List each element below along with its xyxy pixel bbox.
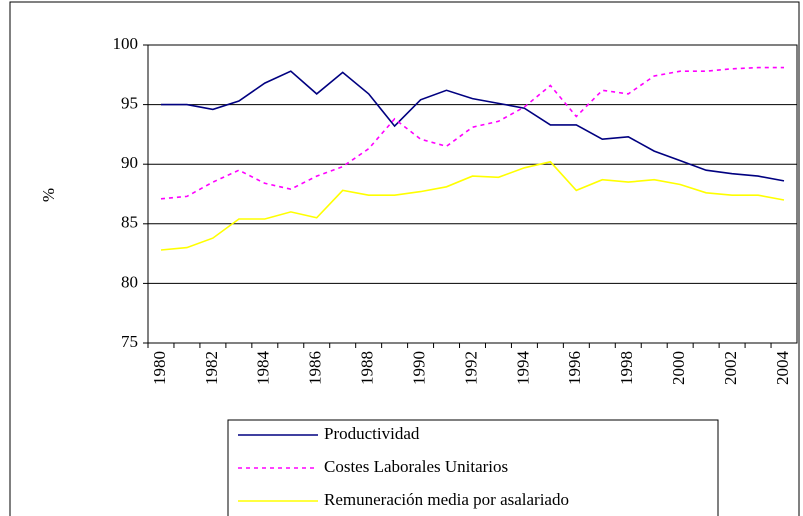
- x-tick-label: 1994: [513, 351, 532, 386]
- legend-box: [227, 419, 719, 516]
- legend-label: Remuneración media por asalariado: [324, 490, 569, 509]
- y-tick-label: 75: [121, 332, 138, 351]
- plot-border: [147, 44, 798, 344]
- x-tick-label: 1988: [358, 351, 377, 385]
- x-tick-label: 1998: [617, 351, 636, 385]
- x-tick-label: 1990: [409, 351, 428, 385]
- x-tick-label: 1980: [150, 351, 169, 385]
- x-tick-label: 1996: [565, 351, 584, 385]
- y-tick-label: 85: [121, 213, 138, 232]
- x-tick-label: 2004: [773, 351, 792, 386]
- legend-label: Costes Laborales Unitarios: [324, 457, 508, 476]
- y-tick-label: 90: [121, 153, 138, 172]
- line-series: [160, 160, 785, 251]
- y-tick-label: 100: [113, 34, 139, 53]
- x-tick-label: 1982: [202, 351, 221, 385]
- y-tick-label: 80: [121, 272, 138, 291]
- chart-border: [9, 1, 800, 516]
- x-tick-label: 2000: [669, 351, 688, 385]
- line-series: [161, 70, 785, 182]
- x-tick-label: 1986: [306, 351, 325, 385]
- line-series: [160, 66, 784, 200]
- x-tick-label: 1984: [254, 351, 273, 386]
- y-tick-label: 95: [121, 94, 138, 113]
- x-tick-label: 1992: [461, 351, 480, 385]
- x-tick-label: 2002: [721, 351, 740, 385]
- y-axis-label: %: [39, 188, 58, 202]
- legend-label: Productividad: [324, 424, 420, 443]
